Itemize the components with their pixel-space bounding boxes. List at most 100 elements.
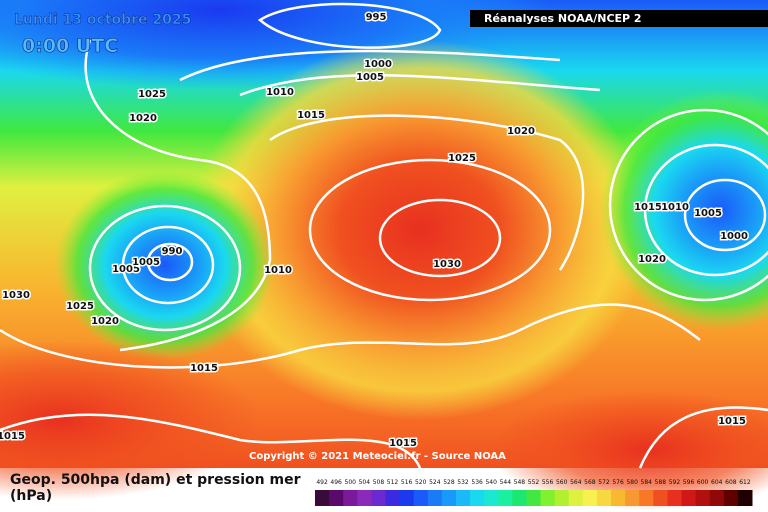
scale-label: 604 bbox=[711, 479, 723, 486]
scale-label: 512 bbox=[387, 479, 399, 486]
isobar-label: 1015 bbox=[190, 363, 218, 374]
isobar-label: 995 bbox=[366, 12, 387, 23]
scale-label: 492 bbox=[316, 479, 328, 486]
scale-cell bbox=[709, 490, 725, 506]
scale-cell bbox=[582, 490, 598, 506]
scale-label: 556 bbox=[542, 479, 554, 486]
isobar-label: 1015 bbox=[297, 110, 325, 121]
scale-cell bbox=[695, 490, 711, 506]
isobar-label: 990 bbox=[162, 246, 183, 257]
scale-cell bbox=[329, 490, 344, 506]
scale-label: 496 bbox=[330, 479, 342, 486]
isobar-label: 1030 bbox=[433, 259, 461, 270]
scale-cell bbox=[568, 490, 584, 506]
high-pressure-area bbox=[190, 40, 650, 420]
scale-label: 500 bbox=[345, 479, 357, 486]
scale-cell bbox=[385, 490, 401, 506]
scale-label: 608 bbox=[725, 479, 737, 486]
scale-label: 552 bbox=[528, 479, 540, 486]
isobar-label: 1010 bbox=[661, 202, 689, 213]
isobar-label: 1025 bbox=[66, 301, 94, 312]
scale-cell bbox=[554, 490, 570, 506]
copyright: Copyright © 2021 Meteociel.fr - Source N… bbox=[249, 451, 506, 462]
time-title: 0:00 UTC bbox=[22, 35, 118, 57]
scale-cell bbox=[611, 490, 626, 506]
scale-cell bbox=[470, 490, 485, 506]
scale-cell bbox=[596, 490, 612, 506]
isobars bbox=[0, 2, 768, 469]
scale-label: 572 bbox=[598, 479, 610, 486]
isobar-label: 1025 bbox=[138, 89, 166, 100]
scale-cell bbox=[315, 490, 330, 506]
isobar-label: 1005 bbox=[132, 257, 160, 268]
scale-cell bbox=[498, 490, 513, 506]
scale-label: 612 bbox=[739, 479, 751, 486]
scale-cell bbox=[371, 490, 386, 506]
scale-label: 564 bbox=[570, 479, 582, 486]
scale-label: 508 bbox=[373, 479, 385, 486]
isobar-label: 1005 bbox=[356, 72, 384, 83]
scale-label: 540 bbox=[485, 479, 497, 486]
isobar-label: 1000 bbox=[720, 231, 748, 242]
isobar-label: 1020 bbox=[507, 126, 535, 137]
source-badge-box bbox=[470, 10, 768, 27]
isobar-label: 1015 bbox=[389, 438, 417, 449]
color-scale: 492 496 500 504 508 512 516 520 524 528 532 536 540 5… bbox=[315, 479, 753, 506]
low-pressure-area bbox=[55, 170, 275, 360]
scale-cell bbox=[455, 490, 471, 506]
scale-label: 596 bbox=[683, 479, 695, 486]
isobar-label: 1030 bbox=[2, 290, 30, 301]
scale-label: 504 bbox=[359, 479, 371, 486]
scale-cell bbox=[653, 490, 668, 506]
isobar-label: 1020 bbox=[129, 113, 157, 124]
scale-label: 584 bbox=[641, 479, 653, 486]
scale-cell bbox=[526, 490, 542, 506]
scale-cell bbox=[512, 490, 527, 506]
scale-label: 588 bbox=[655, 479, 667, 486]
scale-cell bbox=[484, 490, 499, 506]
scale-cell bbox=[667, 490, 683, 506]
scale-cell bbox=[540, 490, 556, 506]
scale-cell bbox=[441, 490, 457, 506]
warm-area bbox=[0, 340, 260, 500]
scale-label: 528 bbox=[443, 479, 455, 486]
scale-cell bbox=[723, 490, 739, 506]
date-title: Lundi 13 octobre 2025 bbox=[14, 12, 191, 28]
isobar-label: 1015 bbox=[718, 416, 746, 427]
scale-cell bbox=[737, 490, 753, 506]
scale-label: 576 bbox=[612, 479, 624, 486]
isobar-label: 1000 bbox=[364, 59, 392, 70]
scale-label: 524 bbox=[429, 479, 441, 486]
legend-title: Geop. 500hpa (dam) et pression mer (hPa) bbox=[10, 472, 301, 504]
low-pressure-area bbox=[600, 90, 768, 330]
warm-area bbox=[490, 390, 768, 510]
scale-cell bbox=[399, 490, 415, 506]
scale-label: 568 bbox=[584, 479, 596, 486]
scale-label: 600 bbox=[697, 479, 709, 486]
isobar-label: 1005 bbox=[694, 208, 722, 219]
scale-label: 520 bbox=[415, 479, 427, 486]
scale-cell bbox=[413, 490, 429, 506]
scale-label: 516 bbox=[401, 479, 413, 486]
scale-cell bbox=[343, 490, 358, 506]
isobar-label: 1005 bbox=[112, 264, 140, 275]
isobar-label: 1020 bbox=[638, 254, 666, 265]
source-badge: Réanalyses NOAA/NCEP 2 bbox=[484, 12, 642, 25]
scale-label: 544 bbox=[500, 479, 512, 486]
scale-cell bbox=[357, 490, 372, 506]
isobar-label: 1015 bbox=[0, 431, 25, 442]
isobar-label: 1010 bbox=[264, 265, 292, 276]
scale-cell bbox=[639, 490, 654, 506]
scale-label: 592 bbox=[669, 479, 681, 486]
isobar-label: 1010 bbox=[266, 87, 294, 98]
isobar-label: 1020 bbox=[91, 316, 119, 327]
scale-cell bbox=[427, 490, 443, 506]
isobar-label: 1015 bbox=[634, 202, 662, 213]
scale-label: 536 bbox=[471, 479, 483, 486]
scale-label: 560 bbox=[556, 479, 568, 486]
scale-cell bbox=[681, 490, 697, 506]
scale-label: 548 bbox=[514, 479, 526, 486]
